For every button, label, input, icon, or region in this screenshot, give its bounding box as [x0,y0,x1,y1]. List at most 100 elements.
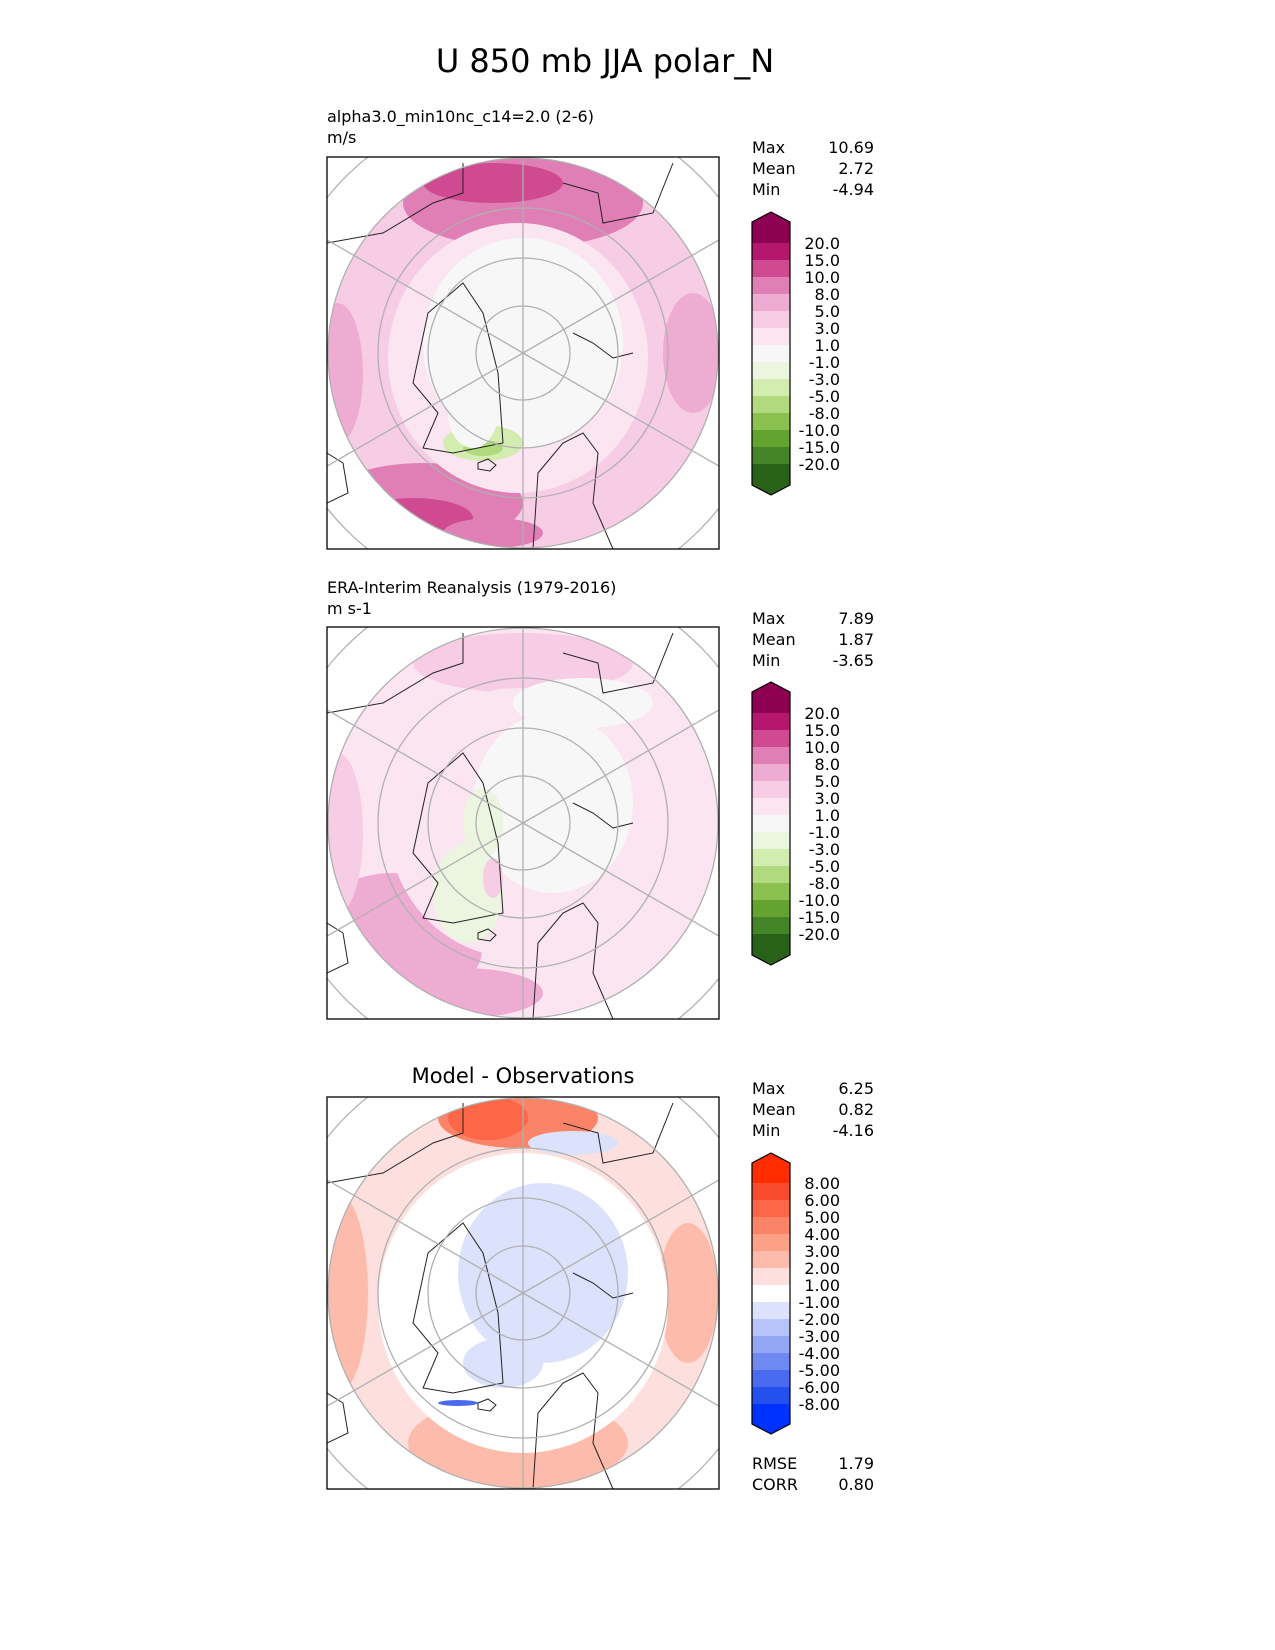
contour-region [383,968,543,1018]
colorbar-tick-label: 1.0 [815,336,840,355]
map-frame [326,156,720,550]
colorbar-segment [752,277,790,295]
colorbar-panel3: 8.006.005.004.003.002.001.00-1.00-2.00-3… [751,1152,840,1435]
max-value: 7.89 [838,609,874,628]
colorbar-tick-label: 20.0 [804,704,840,723]
colorbar-segment [752,798,790,816]
contour-region [448,378,498,448]
longitude-line [522,822,719,937]
colorbar-segment [752,1234,790,1252]
colorbar-segment [752,1183,790,1201]
longitude-line [327,239,524,354]
colorbar-tick-label: 10.0 [804,738,840,757]
panel1-units: m/s [327,128,357,147]
coastline [562,162,674,224]
colorbar-tick-label: 5.0 [815,302,840,321]
max-label: Max [752,609,786,628]
colorbar-tick-label: 3.0 [815,789,840,808]
mean-value: 1.87 [838,630,874,649]
longitude-line [327,352,524,467]
colorbar-segment [752,311,790,329]
colorbar-tick-label: -5.0 [809,387,840,406]
colorbar-segment [752,396,790,414]
colorbar-segment [752,430,790,448]
colorbar-tick-label: -10.0 [799,421,840,440]
colorbar-segment [752,1251,790,1269]
colorbar-segment [752,1370,790,1388]
longitude-line [327,1179,524,1294]
contour-region [443,518,543,548]
colorbar-tick-label: 10.0 [804,268,840,287]
iceland-coastline [477,1398,497,1412]
colorbar-tick-label: 1.0 [815,806,840,825]
panel2-units: m s-1 [327,599,372,618]
colorbar-extension-top [752,212,790,243]
colorbar-segment [752,362,790,380]
colorbar-segment [752,713,790,731]
colorbar-tick-label: 5.0 [815,772,840,791]
colorbar-tick-label: 3.00 [804,1242,840,1261]
colorbar-segment [752,1268,790,1286]
colorbar-segment [752,849,790,867]
colorbar-tick-label: 8.0 [815,755,840,774]
colorbar-tick-label: 15.0 [804,721,840,740]
min-label: Min [752,1121,781,1140]
corr-label: CORR [752,1475,798,1494]
greenland-coastline [412,752,504,924]
rmse-label: RMSE [752,1454,798,1473]
colorbar-segment [752,866,790,884]
scandinavia-coastline [532,432,614,549]
coastline [327,163,464,244]
longitude-line [327,822,524,937]
coastlines [327,632,674,1019]
colorbar-tick-label: -8.0 [809,874,840,893]
colorbar-tick-label: 8.00 [804,1174,840,1193]
colorbar-tick-label: 6.00 [804,1191,840,1210]
panel3-title: Model - Observations [411,1064,635,1088]
colorbar-tick-label: -3.0 [809,370,840,389]
colorbar-tick-label: -5.0 [809,857,840,876]
coastline [562,1102,674,1164]
colorbar-tick-label: -15.0 [799,438,840,457]
colorbar-segment [752,832,790,850]
map-frame [326,1096,720,1490]
colorbar-tick-label: -10.0 [799,891,840,910]
coastlines [327,1102,674,1489]
colorbar-outline [751,681,791,966]
coastline [327,452,349,504]
colorbar-tick-label: -5.00 [799,1361,840,1380]
colorbar-segment [752,1353,790,1371]
colorbar-segment [752,1319,790,1337]
colorbar-segment [752,294,790,312]
panel2-subtitle: ERA-Interim Reanalysis (1979-2016) [327,578,617,597]
contour-region [438,1400,478,1406]
colorbar-extension-top [752,682,790,713]
colorbar-tick-label: 8.0 [815,285,840,304]
contour-region [513,678,653,728]
colorbar-tick-label: -1.00 [799,1293,840,1312]
contour-region [448,1098,528,1140]
map-panel-1 [326,156,720,550]
scandinavia-coastline [532,902,614,1019]
colorbar-segment [752,447,790,465]
map-frame [326,626,720,1020]
colorbar-segment [752,747,790,765]
mean-label: Mean [752,159,796,178]
colorbar-panel2: 20.015.010.08.05.03.01.0-1.0-3.0-5.0-8.0… [751,681,840,966]
graticule [327,157,719,549]
panel3-stats: Max 6.25 Mean 0.82 Min -4.16 [752,1078,874,1141]
colorbar-tick-label: -3.00 [799,1327,840,1346]
coastline [327,1392,349,1444]
contour-region [328,753,363,913]
colorbar-tick-label: -20.0 [799,455,840,474]
colorbar-segment [752,781,790,799]
colorbar-panel1: 20.015.010.08.05.03.01.0-1.0-3.0-5.0-8.0… [751,211,840,496]
graticule [327,1097,719,1489]
coastline [327,633,464,714]
contour-region [458,1183,628,1363]
contour-region [423,163,563,203]
colorbar-tick-label: -3.0 [809,840,840,859]
colorbar-extension-bottom [752,934,790,965]
colorbar-tick-label: -8.00 [799,1395,840,1414]
greenland-coastline [412,282,504,454]
